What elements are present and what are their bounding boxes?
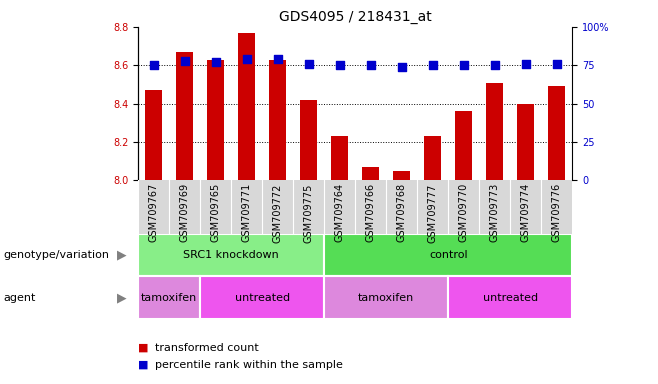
Text: GSM709776: GSM709776 [552,183,562,242]
Text: GSM709771: GSM709771 [241,183,252,242]
Text: GSM709772: GSM709772 [273,183,283,243]
Text: GSM709767: GSM709767 [149,183,159,242]
Text: GSM709774: GSM709774 [521,183,531,242]
Text: GSM709777: GSM709777 [428,183,438,243]
Text: untreated: untreated [235,293,290,303]
Bar [424,136,442,180]
Text: untreated: untreated [483,293,538,303]
Title: GDS4095 / 218431_at: GDS4095 / 218431_at [279,10,432,25]
Bar [138,276,200,319]
Text: ▶: ▶ [117,249,126,262]
Text: GSM709766: GSM709766 [366,183,376,242]
Point [180,58,190,64]
Text: tamoxifen: tamoxifen [358,293,415,303]
Text: agent: agent [3,293,36,303]
Text: tamoxifen: tamoxifen [141,293,197,303]
Point [303,61,314,67]
Text: ▶: ▶ [117,291,126,304]
Bar [486,83,503,180]
Text: GSM709765: GSM709765 [211,183,220,242]
Bar [363,167,380,180]
Bar [517,104,534,180]
Point [272,56,283,62]
Text: percentile rank within the sample: percentile rank within the sample [155,360,343,370]
Point [490,62,500,68]
Bar [393,171,411,180]
Point [428,62,438,68]
Text: transformed count: transformed count [155,343,259,353]
Text: SRC1 knockdown: SRC1 knockdown [184,250,279,260]
Bar [238,33,255,180]
Text: genotype/variation: genotype/variation [3,250,109,260]
Bar [300,100,317,180]
Text: ■: ■ [138,343,149,353]
Point [334,62,345,68]
Point [211,59,221,65]
Text: control: control [429,250,468,260]
Bar [269,60,286,180]
Point [551,61,562,67]
Bar [455,111,472,180]
Text: GSM709775: GSM709775 [304,183,314,243]
Point [520,61,531,67]
Point [366,62,376,68]
Bar [200,276,324,319]
Bar [138,234,324,276]
Text: GSM709773: GSM709773 [490,183,500,242]
Point [397,64,407,70]
Bar [324,234,572,276]
Text: GSM709769: GSM709769 [180,183,190,242]
Point [241,56,252,62]
Point [459,62,469,68]
Text: GSM709764: GSM709764 [335,183,345,242]
Bar [448,276,572,319]
Text: ■: ■ [138,360,149,370]
Bar [548,86,565,180]
Bar [331,136,348,180]
Bar [324,276,448,319]
Bar [145,90,163,180]
Text: GSM709768: GSM709768 [397,183,407,242]
Bar [176,52,193,180]
Bar [207,60,224,180]
Point [149,62,159,68]
Text: GSM709770: GSM709770 [459,183,469,242]
